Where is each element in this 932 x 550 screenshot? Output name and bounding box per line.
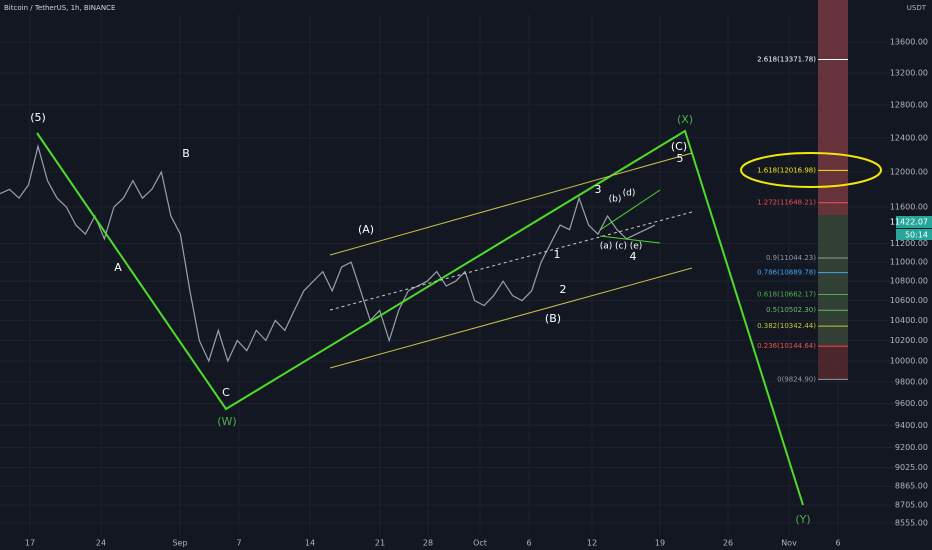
x-tick-label: 7	[236, 539, 241, 548]
y-tick-label: 8705.00	[895, 500, 928, 509]
fib-label: 0.236(10144.64)	[757, 342, 816, 350]
wave-labels: (5) A B C (W) (A) (B) 1 2 3 4 5 (a) (b) (c) (d) (e) (C) (X…	[30, 111, 810, 526]
fib-label: 0.786(10889.78)	[757, 269, 816, 277]
y-tick-label: 10800.00	[890, 277, 928, 286]
fib-label: 2.618(13371.78)	[757, 56, 816, 64]
y-tick-label: 12400.00	[890, 133, 928, 142]
wave-label: B	[182, 147, 190, 160]
wave-label: (W)	[217, 415, 236, 428]
wave-label: 1	[554, 248, 561, 261]
y-tick-label: 12000.00	[890, 167, 928, 176]
fib-label: 1.618(12016.98)	[757, 166, 816, 174]
countdown: 50:14	[905, 231, 928, 240]
fib-label: 0.382(10342.44)	[757, 322, 816, 330]
last-price-tag	[896, 216, 932, 228]
grid	[0, 14, 896, 535]
x-tick-label: 26	[723, 539, 733, 548]
channel-top	[329, 152, 693, 256]
x-tick-label: Sep	[172, 539, 187, 548]
price-layer	[0, 143, 656, 363]
y-tick-label: 10600.00	[890, 296, 928, 305]
currency: USDT	[907, 4, 927, 12]
y-tick-label: 11000.00	[890, 258, 928, 267]
wave-label: (X)	[677, 113, 693, 126]
highlight-ellipse	[740, 152, 882, 188]
wave-label: (Y)	[795, 513, 810, 526]
fib-label: 1.272(11648.21)	[757, 199, 816, 207]
wave-label: 4	[630, 250, 637, 263]
y-tick-label: 9025.00	[895, 463, 928, 472]
y-tick-label: 8865.00	[895, 482, 928, 491]
wave-label: 2	[560, 283, 567, 296]
fib-zone-mid	[818, 215, 848, 345]
fib-label: 0.9(11044.23)	[766, 254, 816, 262]
x-tick-label: 19	[655, 539, 665, 548]
wave-lines	[36, 129, 804, 506]
fib-levels: 2.618(13371.78) 1.618(12016.98) 1.272(1164…	[757, 56, 848, 383]
x-tick-label: 12	[587, 539, 597, 548]
x-tick-label: Oct	[473, 539, 487, 548]
fib-zone-lower	[818, 345, 848, 380]
x-tick-label: 21	[375, 539, 385, 548]
wave-label: (A)	[358, 223, 374, 236]
fib-zone-upper	[818, 0, 848, 215]
axis-layer: 13600.00 13200.00 12800.00 12400.00 12000.00…	[25, 38, 928, 548]
wave-label: (B)	[545, 312, 561, 325]
triangle-bottom	[599, 235, 661, 244]
y-tick-label: 9400.00	[895, 421, 928, 430]
channel-mid	[329, 211, 693, 311]
y-tick-label: 13200.00	[890, 68, 928, 77]
wave-label: A	[114, 261, 122, 274]
y-tick-label: 10400.00	[890, 316, 928, 325]
y-tick-label: 12800.00	[890, 100, 928, 109]
x-tick-label: 14	[305, 539, 315, 548]
y-tick-label: 9200.00	[895, 443, 928, 452]
y-tick-label: 9800.00	[895, 378, 928, 387]
fib-label: 0(9824.90)	[777, 375, 816, 383]
y-tick-label: 11200.00	[890, 239, 928, 248]
x-tick-label: 24	[96, 539, 106, 548]
countdown-tag	[896, 229, 932, 240]
symbol-title: Bitcoin / TetherUS, 1h, BINANCE	[4, 4, 115, 12]
wave-label: 5	[677, 152, 684, 165]
fib-label: 0.618(10662.17)	[757, 291, 816, 299]
price-line	[0, 143, 656, 363]
y-tick-label: 8555.00	[895, 519, 928, 528]
triangle-top	[599, 189, 661, 231]
x-tick-label: 17	[25, 539, 35, 548]
x-tick-label: 28	[423, 539, 433, 548]
wave-label: (e)	[630, 242, 643, 252]
wave-label: 3	[595, 183, 602, 196]
wave-label: (5)	[30, 111, 46, 124]
wave-label: (C)	[671, 140, 687, 153]
wave-label: C	[222, 386, 230, 399]
y-tick-label: 11600.00	[890, 203, 928, 212]
price-axis	[896, 0, 932, 550]
fib-label: 0.5(10502.30)	[766, 306, 816, 314]
y-tick-label: 13600.00	[890, 38, 928, 47]
x-tick-label: Nov	[781, 539, 797, 548]
wave-label: (c)	[615, 242, 627, 252]
y-tick-label: 9600.00	[895, 399, 928, 408]
last-price: 11422.07	[890, 218, 928, 227]
wave-label: (a)	[600, 242, 613, 252]
y-tick-label: 10000.00	[890, 357, 928, 366]
channel-bottom	[329, 267, 693, 369]
x-tick-label: 6	[835, 539, 840, 548]
y-tick-label: 10200.00	[890, 336, 928, 345]
x-tick-label: 6	[526, 539, 531, 548]
wave-label: (d)	[623, 189, 636, 199]
wave-label: (b)	[609, 195, 622, 205]
